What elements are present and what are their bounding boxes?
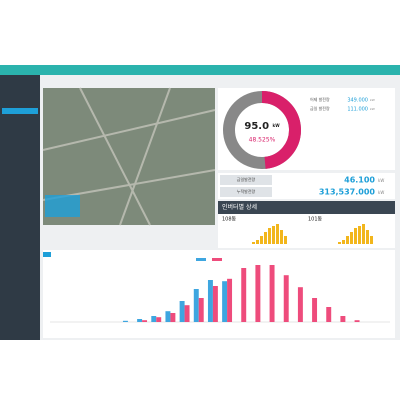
bar [156, 317, 162, 322]
inverter-title: 인버터별 상세 [222, 203, 257, 211]
bar [222, 281, 228, 322]
summary-label: 어제 발전량 [310, 96, 330, 102]
inverter-bar [280, 230, 283, 244]
inverter-bar [260, 236, 263, 244]
summary-unit: kW [370, 107, 375, 111]
bar [312, 298, 318, 322]
inverter-bar [354, 228, 357, 244]
bar [207, 280, 213, 322]
bar [198, 298, 204, 322]
sidebar [0, 75, 40, 340]
bar [122, 320, 128, 322]
summary-value: 349.000 [347, 98, 368, 104]
total-unit: kW [378, 190, 384, 195]
menu-active[interactable] [2, 108, 38, 114]
gauge-arc [261, 91, 301, 169]
bar [283, 275, 289, 322]
gauge-percent: 48.525% [249, 137, 276, 144]
inverter-body [218, 214, 395, 248]
bar [340, 316, 346, 322]
bar [151, 316, 157, 322]
top-bar [0, 65, 400, 75]
bar [227, 278, 233, 322]
inverter-name: 108동 [222, 217, 237, 223]
total-value: 46.100 [344, 176, 375, 185]
inverter-bar [366, 230, 369, 244]
bar [184, 305, 190, 322]
bar [269, 265, 275, 322]
inverter-bar [346, 236, 349, 244]
bar [137, 319, 143, 322]
bar [354, 320, 360, 322]
gauge-value: 95.0 kW [244, 121, 280, 132]
inverter-bar [264, 232, 267, 244]
map-roads [42, 87, 216, 226]
bar [142, 320, 148, 322]
total-label-bg [220, 175, 272, 185]
chart-panel [43, 250, 395, 338]
inverter-bar [362, 224, 365, 244]
summary-label: 금일 발전량 [310, 105, 330, 111]
total-label: 누적발전량 [237, 188, 256, 194]
inverter-bar [342, 240, 345, 244]
bar [212, 286, 218, 322]
inverter-bar [252, 242, 255, 244]
bar [326, 307, 332, 322]
total-label-bg [220, 187, 272, 197]
summary-unit: kW [370, 98, 375, 102]
bar [255, 265, 261, 322]
inverter-bar [284, 236, 287, 244]
tab-active[interactable] [43, 252, 51, 257]
inverter-name: 101동 [308, 217, 323, 223]
map-legend [45, 195, 80, 217]
total-unit: kW [378, 178, 384, 183]
legend-swatch [196, 258, 206, 261]
inverter-bar [272, 226, 275, 244]
inverter-bar [370, 236, 373, 244]
inverter-bar [256, 240, 259, 244]
legend-swatch [212, 258, 222, 261]
bar [179, 301, 185, 322]
inverter-bar [276, 224, 279, 244]
bar [170, 313, 176, 322]
inverter-bar [350, 232, 353, 244]
total-label: 금일발전량 [237, 176, 256, 182]
bar [193, 289, 199, 322]
inverter-bar [268, 228, 271, 244]
bar [297, 287, 303, 322]
total-value: 313,537.000 [319, 188, 376, 197]
bar [241, 268, 247, 322]
bar [165, 311, 171, 322]
inverter-header [218, 201, 395, 214]
summary-value: 111.000 [347, 107, 368, 113]
inverter-bar [338, 242, 341, 244]
inverter-bar [358, 226, 361, 244]
